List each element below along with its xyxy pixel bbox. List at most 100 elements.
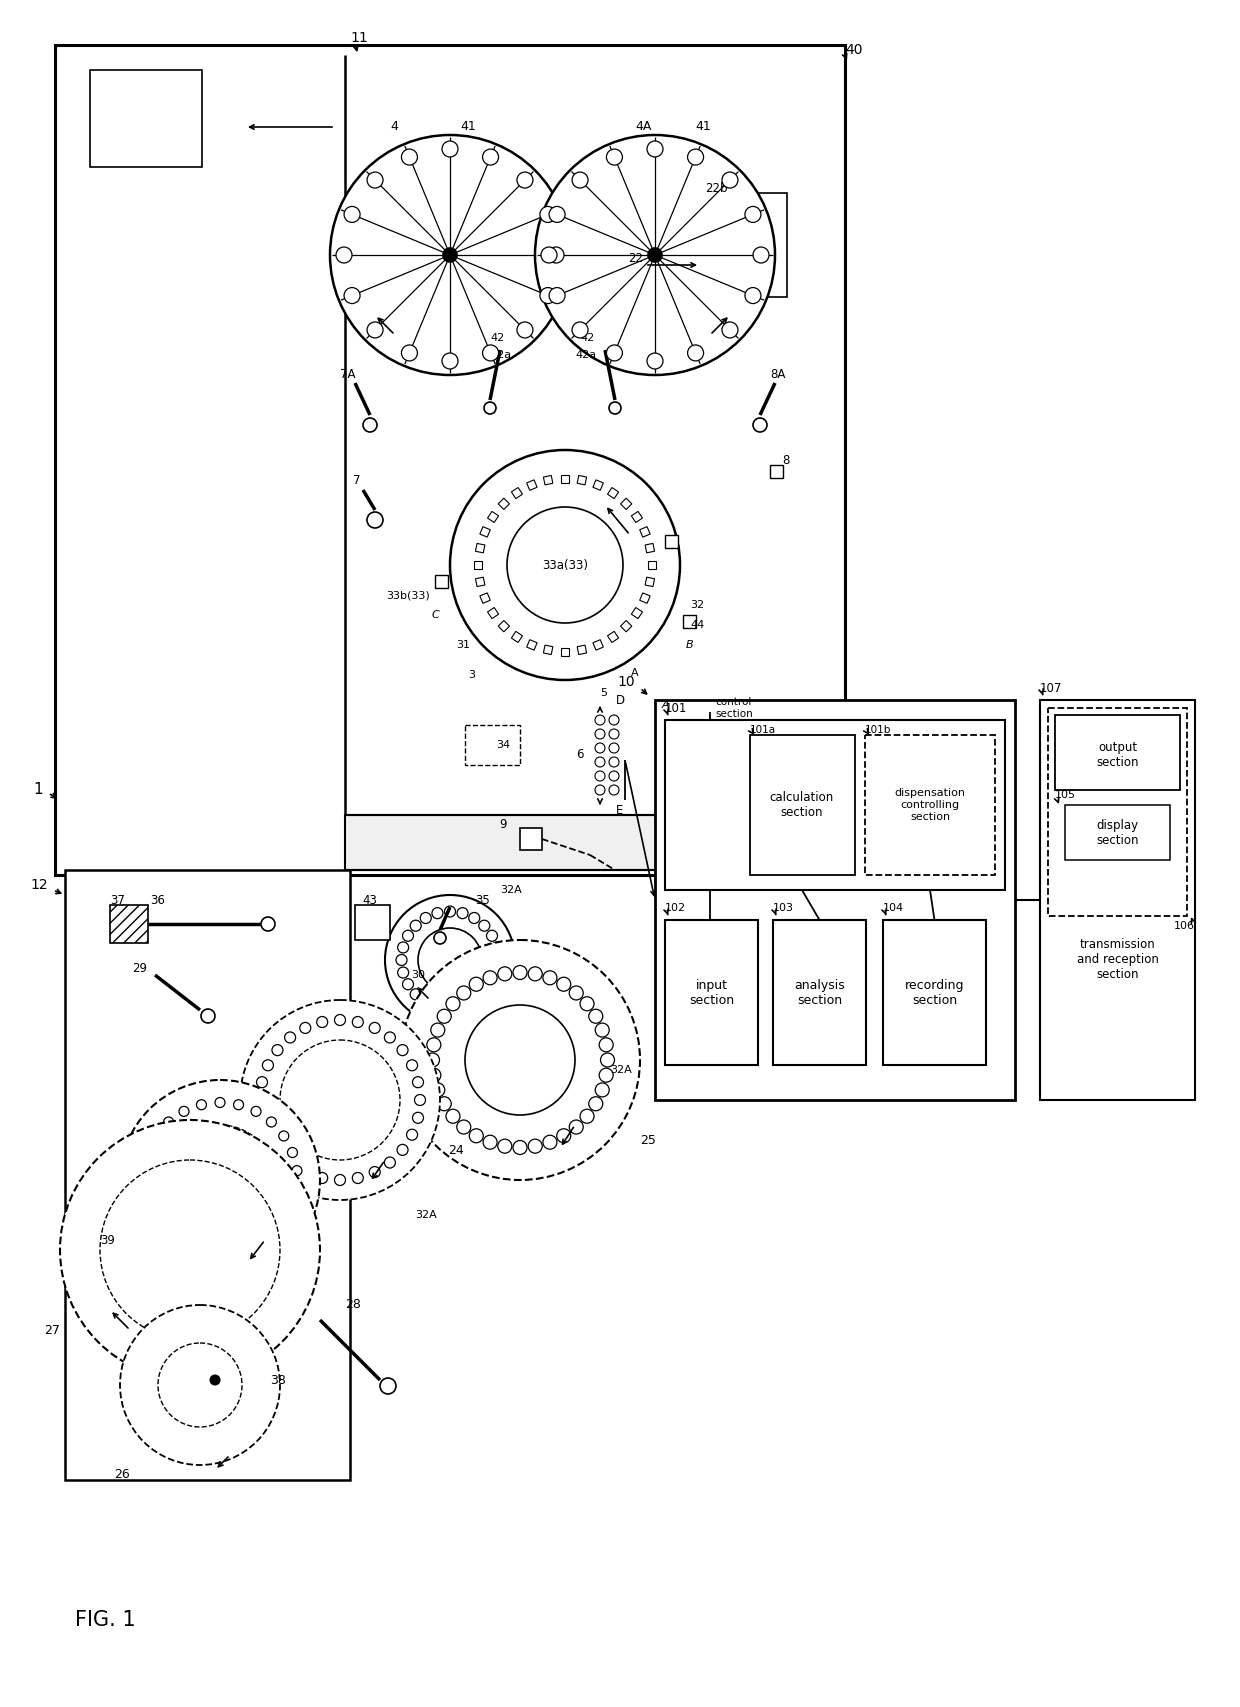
Circle shape — [184, 73, 198, 89]
Bar — [1055, 715, 1180, 790]
Circle shape — [753, 263, 758, 268]
Bar — [498, 621, 510, 632]
Circle shape — [161, 149, 177, 166]
Circle shape — [733, 263, 738, 268]
Circle shape — [595, 785, 605, 795]
Circle shape — [438, 1098, 451, 1111]
Circle shape — [184, 130, 198, 147]
Circle shape — [410, 920, 422, 932]
Circle shape — [370, 1166, 381, 1178]
Circle shape — [548, 248, 564, 263]
Circle shape — [569, 987, 583, 1000]
Circle shape — [384, 1033, 396, 1043]
Circle shape — [151, 1219, 161, 1229]
Circle shape — [768, 237, 782, 253]
Bar — [543, 645, 553, 654]
Bar — [593, 480, 604, 490]
Bar — [647, 562, 656, 568]
Circle shape — [479, 920, 490, 932]
Circle shape — [402, 345, 418, 360]
Circle shape — [539, 207, 556, 222]
Bar — [703, 193, 787, 297]
Circle shape — [397, 1045, 408, 1055]
Circle shape — [188, 116, 193, 121]
Circle shape — [143, 1147, 153, 1157]
Circle shape — [257, 1077, 268, 1087]
Text: C: C — [432, 609, 439, 620]
Circle shape — [557, 976, 570, 992]
Circle shape — [773, 282, 777, 287]
Circle shape — [549, 207, 565, 222]
Circle shape — [541, 248, 557, 263]
Bar — [593, 640, 604, 650]
Text: 35: 35 — [475, 893, 490, 906]
Circle shape — [166, 116, 172, 121]
Bar — [640, 527, 650, 538]
Text: 7A: 7A — [340, 369, 356, 381]
Circle shape — [728, 258, 742, 271]
Text: recording
section: recording section — [905, 978, 965, 1007]
Bar — [620, 498, 632, 509]
Circle shape — [257, 1113, 268, 1123]
Circle shape — [188, 79, 193, 84]
Text: 6: 6 — [577, 748, 584, 761]
Text: 30: 30 — [410, 970, 425, 980]
Circle shape — [144, 135, 150, 142]
Bar — [480, 527, 490, 538]
Bar — [645, 577, 655, 587]
Circle shape — [580, 997, 594, 1011]
Text: analysis
section: analysis section — [794, 978, 844, 1007]
Circle shape — [432, 1002, 443, 1012]
Circle shape — [407, 1130, 418, 1140]
Circle shape — [117, 111, 133, 126]
Circle shape — [456, 987, 471, 1000]
Circle shape — [396, 954, 407, 966]
Bar — [55, 44, 844, 876]
Circle shape — [713, 203, 718, 208]
Text: dispensation
controlling
section: dispensation controlling section — [894, 789, 966, 821]
Circle shape — [647, 353, 663, 369]
Bar — [475, 577, 485, 587]
Circle shape — [122, 97, 128, 102]
Bar — [64, 871, 350, 1480]
Circle shape — [450, 451, 680, 679]
Text: 4: 4 — [391, 121, 398, 133]
Text: 8A: 8A — [770, 369, 785, 381]
Circle shape — [517, 172, 533, 188]
Bar — [631, 608, 642, 618]
Circle shape — [589, 1009, 603, 1022]
Circle shape — [272, 1045, 283, 1055]
Circle shape — [330, 135, 570, 376]
Circle shape — [367, 512, 383, 527]
Circle shape — [403, 978, 413, 990]
Circle shape — [427, 1038, 441, 1052]
Circle shape — [595, 1082, 609, 1098]
Circle shape — [649, 248, 662, 261]
Circle shape — [263, 1060, 274, 1070]
Circle shape — [609, 729, 619, 739]
Circle shape — [250, 1244, 260, 1253]
Circle shape — [233, 1099, 243, 1110]
Text: 44: 44 — [689, 620, 704, 630]
Bar — [683, 615, 696, 628]
Circle shape — [196, 1250, 206, 1260]
Bar — [773, 920, 866, 1065]
Circle shape — [753, 282, 758, 287]
Bar — [511, 632, 522, 642]
Circle shape — [122, 79, 128, 84]
Circle shape — [491, 942, 502, 953]
Text: 3: 3 — [467, 671, 475, 679]
Circle shape — [595, 756, 605, 766]
Circle shape — [165, 1125, 275, 1234]
Text: 33b(33): 33b(33) — [386, 591, 430, 599]
Circle shape — [343, 207, 360, 222]
Text: 101a: 101a — [750, 725, 776, 736]
Text: transmission
and reception
section: transmission and reception section — [1076, 939, 1158, 982]
Circle shape — [733, 282, 738, 287]
Text: FIG. 1: FIG. 1 — [74, 1610, 135, 1630]
Circle shape — [367, 172, 383, 188]
Text: 5: 5 — [600, 688, 608, 698]
Text: 4A: 4A — [635, 121, 651, 133]
Circle shape — [517, 323, 533, 338]
Text: 42: 42 — [580, 333, 594, 343]
